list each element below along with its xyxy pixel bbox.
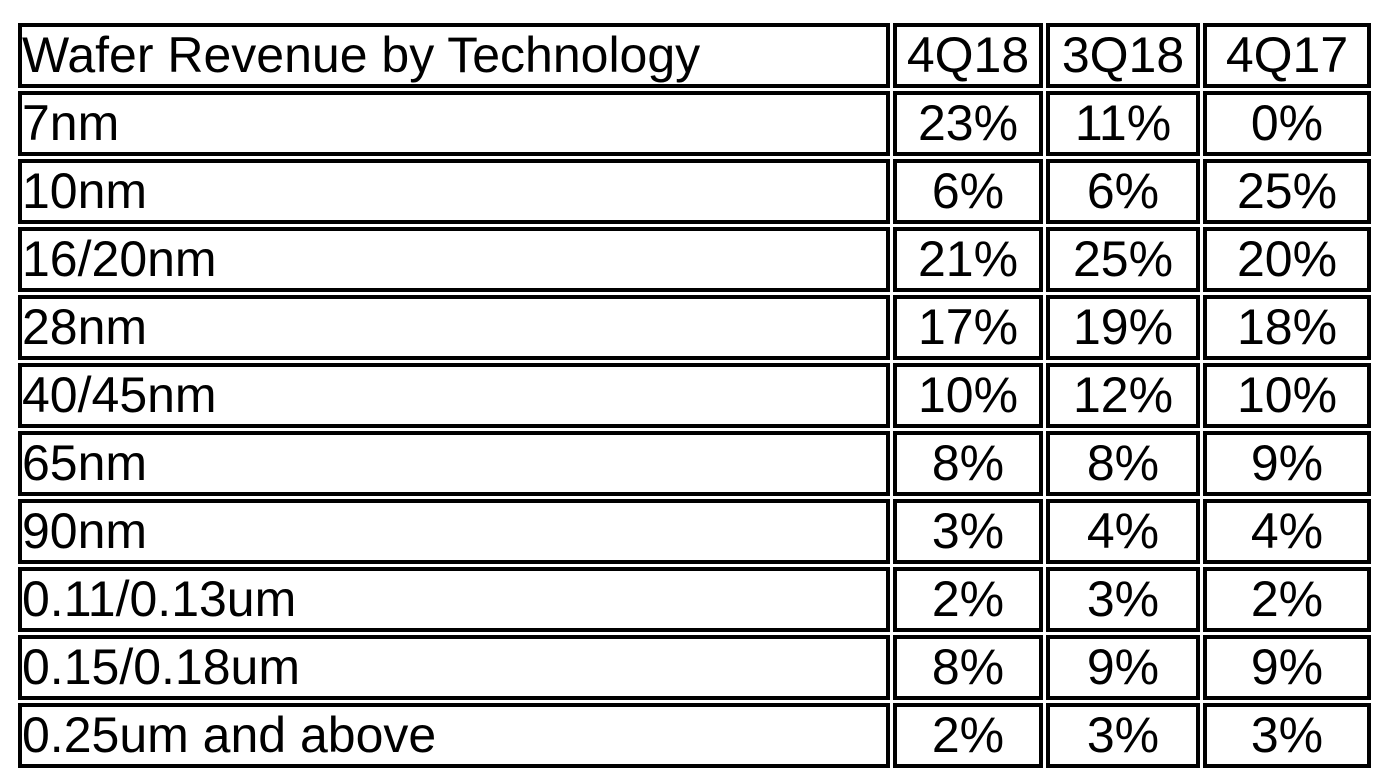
table-row: 7nm 23% 11% 0% bbox=[18, 91, 1371, 156]
row-label: 28nm bbox=[18, 295, 890, 360]
row-label: 10nm bbox=[18, 159, 890, 224]
value-cell: 3% bbox=[1046, 703, 1200, 768]
value-cell: 9% bbox=[1203, 431, 1371, 496]
value-cell: 8% bbox=[893, 635, 1043, 700]
row-label: 90nm bbox=[18, 499, 890, 564]
value-cell: 21% bbox=[893, 227, 1043, 292]
value-cell: 18% bbox=[1203, 295, 1371, 360]
value-cell: 19% bbox=[1046, 295, 1200, 360]
column-header-3q18: 3Q18 bbox=[1046, 23, 1200, 88]
value-cell: 9% bbox=[1203, 635, 1371, 700]
value-cell: 3% bbox=[1046, 567, 1200, 632]
table-header: Wafer Revenue by Technology 4Q18 3Q18 4Q… bbox=[18, 23, 1371, 88]
value-cell: 8% bbox=[1046, 431, 1200, 496]
table-row: 90nm 3% 4% 4% bbox=[18, 499, 1371, 564]
table-row: 0.15/0.18um 8% 9% 9% bbox=[18, 635, 1371, 700]
value-cell: 12% bbox=[1046, 363, 1200, 428]
wafer-revenue-table-container: Wafer Revenue by Technology 4Q18 3Q18 4Q… bbox=[15, 20, 1374, 771]
header-row: Wafer Revenue by Technology 4Q18 3Q18 4Q… bbox=[18, 23, 1371, 88]
table-row: 16/20nm 21% 25% 20% bbox=[18, 227, 1371, 292]
value-cell: 25% bbox=[1046, 227, 1200, 292]
row-label: 40/45nm bbox=[18, 363, 890, 428]
value-cell: 6% bbox=[1046, 159, 1200, 224]
row-label: 0.15/0.18um bbox=[18, 635, 890, 700]
table-title: Wafer Revenue by Technology bbox=[18, 23, 890, 88]
value-cell: 3% bbox=[893, 499, 1043, 564]
value-cell: 0% bbox=[1203, 91, 1371, 156]
row-label: 0.11/0.13um bbox=[18, 567, 890, 632]
row-label: 7nm bbox=[18, 91, 890, 156]
wafer-revenue-table: Wafer Revenue by Technology 4Q18 3Q18 4Q… bbox=[15, 20, 1374, 771]
column-header-4q17: 4Q17 bbox=[1203, 23, 1371, 88]
value-cell: 10% bbox=[893, 363, 1043, 428]
table-row: 0.11/0.13um 2% 3% 2% bbox=[18, 567, 1371, 632]
value-cell: 4% bbox=[1046, 499, 1200, 564]
value-cell: 17% bbox=[893, 295, 1043, 360]
value-cell: 3% bbox=[1203, 703, 1371, 768]
table-row: 28nm 17% 19% 18% bbox=[18, 295, 1371, 360]
table-row: 0.25um and above 2% 3% 3% bbox=[18, 703, 1371, 768]
value-cell: 23% bbox=[893, 91, 1043, 156]
table-row: 65nm 8% 8% 9% bbox=[18, 431, 1371, 496]
value-cell: 2% bbox=[893, 567, 1043, 632]
table-row: 40/45nm 10% 12% 10% bbox=[18, 363, 1371, 428]
value-cell: 4% bbox=[1203, 499, 1371, 564]
value-cell: 6% bbox=[893, 159, 1043, 224]
value-cell: 20% bbox=[1203, 227, 1371, 292]
value-cell: 9% bbox=[1046, 635, 1200, 700]
table-row: 10nm 6% 6% 25% bbox=[18, 159, 1371, 224]
row-label: 65nm bbox=[18, 431, 890, 496]
table-body: 7nm 23% 11% 0% 10nm 6% 6% 25% 16/20nm 21% 25% 20% 28… bbox=[18, 91, 1371, 768]
value-cell: 8% bbox=[893, 431, 1043, 496]
value-cell: 2% bbox=[893, 703, 1043, 768]
column-header-4q18: 4Q18 bbox=[893, 23, 1043, 88]
value-cell: 10% bbox=[1203, 363, 1371, 428]
value-cell: 2% bbox=[1203, 567, 1371, 632]
row-label: 16/20nm bbox=[18, 227, 890, 292]
row-label: 0.25um and above bbox=[18, 703, 890, 768]
value-cell: 11% bbox=[1046, 91, 1200, 156]
value-cell: 25% bbox=[1203, 159, 1371, 224]
